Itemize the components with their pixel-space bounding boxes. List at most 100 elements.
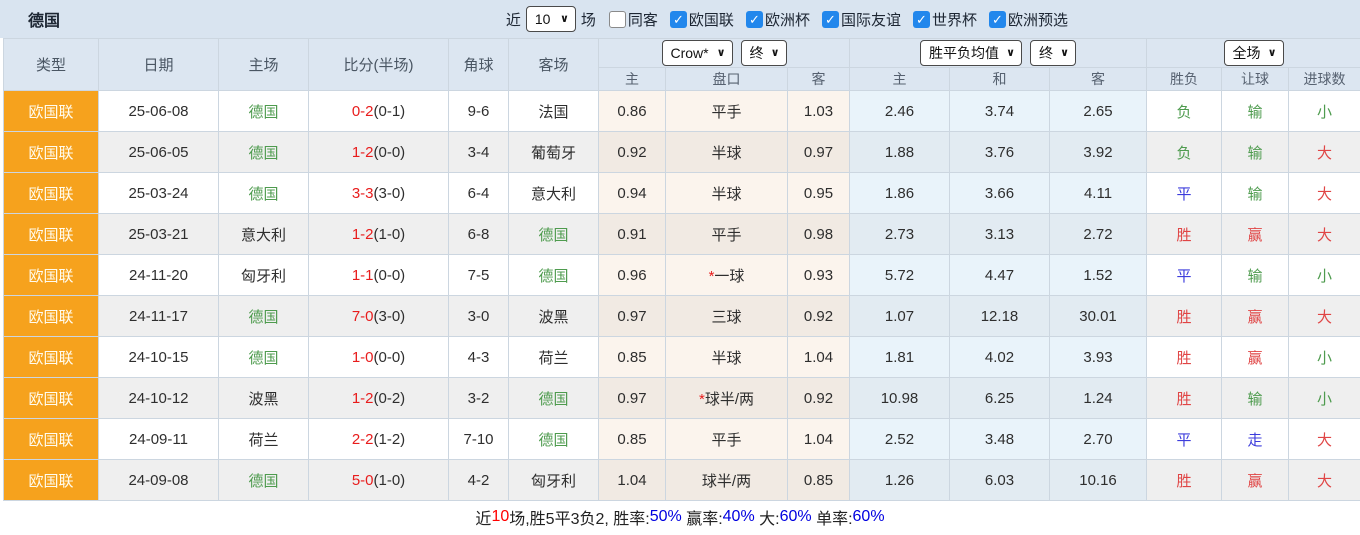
avg-home-odds: 10.98 [849,377,950,419]
league-type-badge: 欧国联 [3,377,99,419]
match-date: 24-10-15 [98,336,219,378]
match-date: 25-03-21 [98,213,219,255]
score-cell: 1-2(0-2) [308,377,449,419]
league-filter-checkbox[interactable] [912,10,930,28]
avg-state-select[interactable]: 终 [1030,40,1076,66]
avg-draw-odds: 3.74 [949,90,1050,132]
bookmaker-select[interactable]: Crow* [661,40,733,66]
full-time-score: 5-0 [351,471,374,489]
match-date: 25-03-24 [98,172,219,214]
handicap-odds-away: 0.85 [787,459,850,501]
corners-score: 7-10 [448,418,509,460]
bookmaker-state-select[interactable]: 终 [740,40,787,66]
result-goals: 大 [1288,172,1360,214]
score-cell: 1-2(0-0) [308,131,449,173]
avg-away-odds: 3.92 [1048,131,1148,173]
summary-cover-label: 赢率: [681,510,723,528]
match-row: 欧国联 25-03-24 德国 3-3(3-0) 6-4 意大利 0.94 半球… [3,172,1360,214]
result-handicap-text: 赢 [1247,308,1263,326]
home-team-name: 德国 [248,472,279,490]
match-date: 24-09-11 [98,418,219,460]
result-handicap-text: 输 [1247,185,1263,203]
home-team-name: 德国 [248,349,279,367]
result-goals-text: 小 [1317,390,1333,408]
handicap-line: 平手 [665,418,788,460]
league-filter-checkbox[interactable] [821,10,839,28]
result-wdl-text: 胜 [1176,308,1192,326]
match-date: 24-11-20 [98,254,219,296]
full-time-score: 3-3 [351,184,374,202]
avg-draw-odds: 3.13 [949,213,1050,255]
handicap-line: 三球 [665,295,788,337]
away-team-name: 德国 [538,431,569,449]
handicap-odds-home: 0.85 [598,418,666,460]
handicap-odds-away: 0.92 [787,377,850,419]
match-date: 25-06-08 [98,90,219,132]
league-filter: 世界杯 [912,9,977,30]
result-handicap-text: 输 [1247,144,1263,162]
half-time-score: (1-0) [373,225,406,243]
avg-odds-select[interactable]: 胜平负均值 [920,40,1022,66]
result-wdl-text: 胜 [1176,349,1192,367]
score-cell: 3-3(3-0) [308,172,449,214]
match-history-table: 类型 日期 主场 比分(半场) 角球 客场 Crow* 终 [3,38,1360,501]
away-team-name: 德国 [538,226,569,244]
corners-score: 3-0 [448,295,509,337]
subcol-goals: 进球数 [1288,67,1360,91]
match-row: 欧国联 24-10-12 波黑 1-2(0-2) 3-2 德国 0.97 *球半… [3,377,1360,419]
away-team-name: 法国 [538,103,569,121]
result-goals: 小 [1288,336,1360,378]
scope-select[interactable]: 全场 [1223,40,1284,66]
away-team: 荷兰 [508,336,599,378]
home-team: 德国 [218,295,309,337]
league-filter: 欧洲预选 [988,9,1068,30]
result-handicap-text: 赢 [1247,349,1263,367]
team-title: 德国 [28,13,61,30]
result-handicap: 赢 [1221,213,1290,255]
handicap-group-header: Crow* 终 [598,38,850,68]
half-time-score: (0-0) [373,266,406,284]
summary-recent-label: 近 [475,510,492,528]
result-goals: 小 [1288,254,1360,296]
handicap-star: * [698,390,705,408]
handicap-line-text: 平手 [711,431,742,449]
recent-count-select[interactable]: 10 [525,6,576,32]
full-time-score: 7-0 [351,307,374,325]
score-cell: 2-2(1-2) [308,418,449,460]
league-filter: 欧洲杯 [745,9,810,30]
result-wdl-text: 负 [1176,103,1192,121]
handicap-odds-away: 1.03 [787,90,850,132]
away-team-name: 葡萄牙 [530,144,576,162]
avg-draw-odds: 3.66 [949,172,1050,214]
avg-home-odds: 5.72 [849,254,950,296]
stats-summary: 近 10 场,胜5平3负2, 胜率: 50% 赢率: 40% 大: 60% 单率: 60% [0,501,1360,532]
result-handicap-text: 赢 [1247,472,1263,490]
league-type-badge: 欧国联 [3,213,99,255]
away-team-name: 德国 [538,267,569,285]
result-handicap: 走 [1221,418,1290,460]
full-time-score: 2-2 [351,430,374,448]
result-handicap-text: 输 [1247,103,1263,121]
full-time-score: 1-2 [351,225,374,243]
league-type-badge: 欧国联 [3,295,99,337]
half-time-score: (3-0) [373,184,406,202]
league-filter-checkbox[interactable] [669,10,687,28]
result-goals-text: 大 [1317,472,1333,490]
league-filter: 国际友谊 [821,9,901,30]
home-team-name: 德国 [248,103,279,121]
result-wdl: 胜 [1146,377,1223,419]
result-goals-text: 小 [1317,349,1333,367]
result-goals: 大 [1288,459,1360,501]
same-away-checkbox[interactable] [608,10,626,28]
score-cell: 7-0(3-0) [308,295,449,337]
league-filter-checkbox[interactable] [988,10,1006,28]
handicap-line-text: 一球 [714,267,745,285]
result-goals-text: 大 [1317,226,1333,244]
score-cell: 5-0(1-0) [308,459,449,501]
league-filter-checkbox[interactable] [745,10,763,28]
result-goals-text: 大 [1317,144,1333,162]
summary-over-label: 大: [754,510,780,528]
league-filter-label: 国际友谊 [840,11,901,29]
handicap-line: 半球 [665,336,788,378]
score-cell: 1-2(1-0) [308,213,449,255]
